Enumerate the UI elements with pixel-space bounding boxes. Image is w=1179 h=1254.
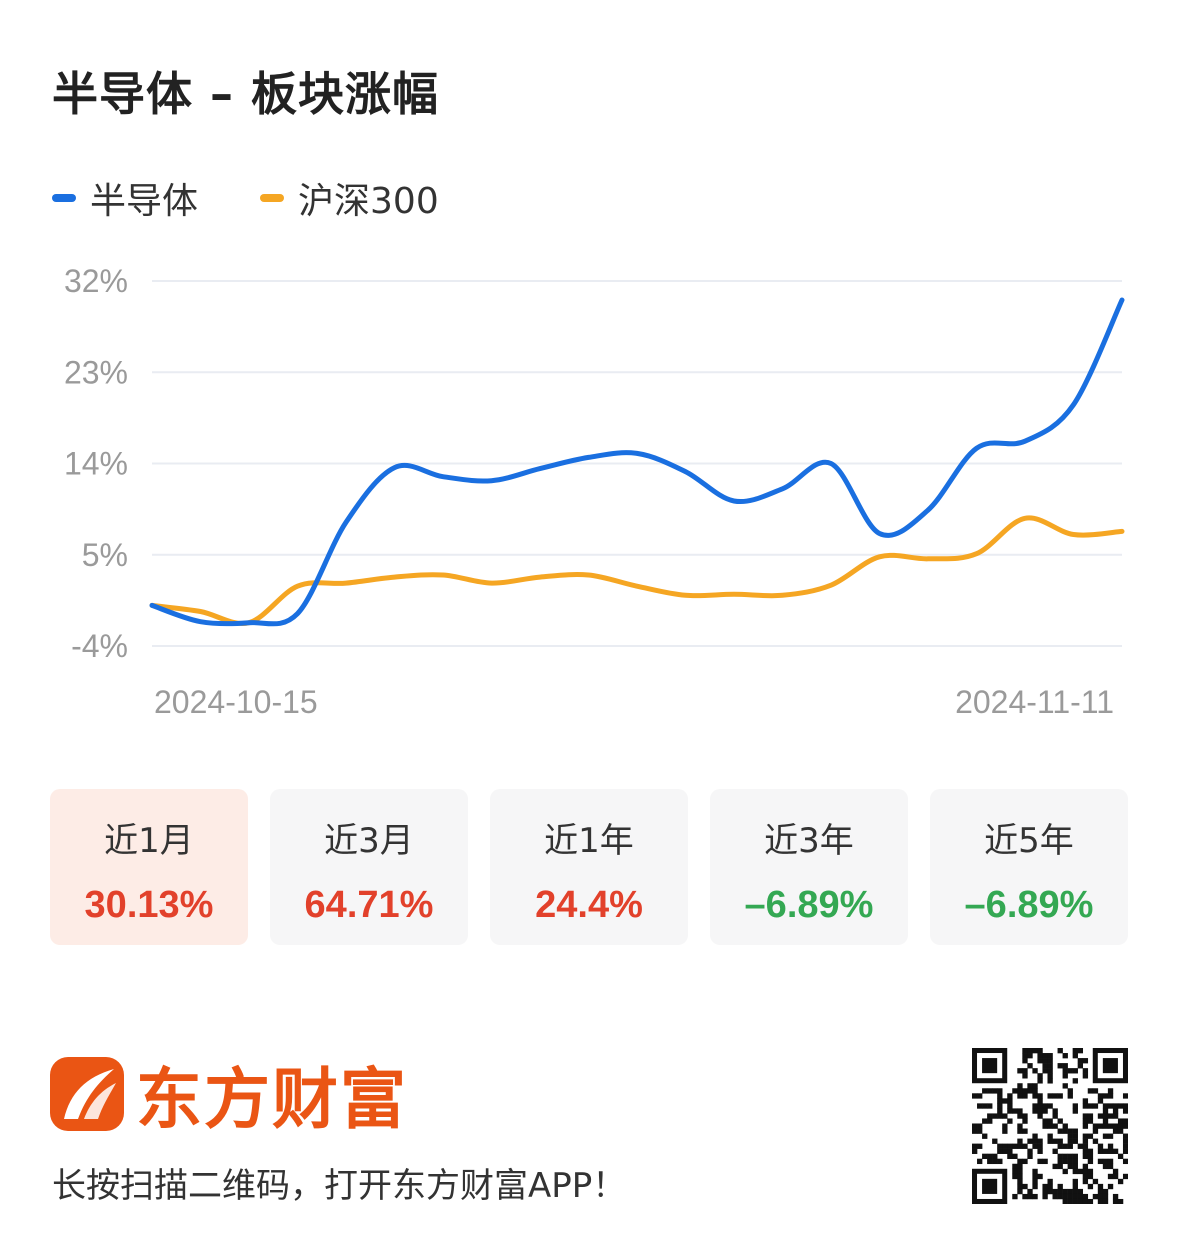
y-axis-tick-labels: 32% 23% 14% 5% -4% bbox=[64, 263, 128, 664]
legend-swatch-csi300 bbox=[260, 194, 285, 202]
period-label: 近3年 bbox=[764, 821, 854, 861]
period-return-value: 24.4% bbox=[535, 884, 643, 926]
legend-label-semiconductor: 半导体 bbox=[90, 181, 199, 222]
period-tab-3m[interactable]: 近3月 64.71% bbox=[270, 789, 468, 945]
chart-grid bbox=[152, 280, 1122, 647]
brand-logo: 东方财富 bbox=[50, 1046, 408, 1142]
y-tick-label: 14% bbox=[64, 446, 128, 482]
y-tick-label: 32% bbox=[64, 263, 128, 299]
period-return-value: –6.89% bbox=[744, 884, 874, 926]
x-tick-label: 2024-10-15 bbox=[154, 684, 318, 720]
period-label: 近3月 bbox=[324, 821, 414, 861]
chart-series bbox=[149, 297, 1125, 627]
period-return-value: 64.71% bbox=[304, 884, 434, 926]
period-tab-1y[interactable]: 近1年 24.4% bbox=[490, 789, 688, 945]
period-return-tabs: 近1月 30.13% 近3月 64.71% 近1年 24.4% 近3年 –6.8… bbox=[50, 789, 1128, 945]
period-tab-3y[interactable]: 近3年 –6.89% bbox=[710, 789, 908, 945]
period-return-value: 30.13% bbox=[84, 884, 214, 926]
y-tick-label: 5% bbox=[82, 537, 128, 573]
chart-legend: 半导体 沪深300 bbox=[52, 172, 501, 224]
brand-logo-icon bbox=[50, 1057, 124, 1131]
chart-title: 半导体 – 板块涨幅 bbox=[52, 67, 440, 121]
y-tick-label: 23% bbox=[64, 354, 128, 390]
line-chart: 32% 23% 14% 5% -4% 2024-10-15 2024-11-11 bbox=[64, 263, 1125, 720]
period-return-value: –6.89% bbox=[964, 884, 1094, 926]
legend-item-csi300: 沪深300 bbox=[260, 172, 439, 224]
x-axis-tick-labels: 2024-10-15 2024-11-11 bbox=[154, 684, 1114, 720]
legend-swatch-semiconductor bbox=[52, 194, 76, 202]
period-label: 近1月 bbox=[104, 821, 194, 861]
period-tab-1m[interactable]: 近1月 30.13% bbox=[50, 789, 248, 945]
series-line-csi300 bbox=[149, 515, 1125, 627]
series-line-semiconductor bbox=[149, 297, 1125, 627]
period-label: 近1年 bbox=[544, 821, 634, 861]
x-tick-label: 2024-11-11 bbox=[955, 684, 1114, 720]
period-label: 近5年 bbox=[984, 821, 1074, 861]
period-tab-5y[interactable]: 近5年 –6.89% bbox=[930, 789, 1128, 945]
legend-item-semiconductor: 半导体 bbox=[52, 172, 198, 224]
brand-name: 东方财富 bbox=[136, 1061, 408, 1138]
legend-label-csi300: 沪深300 bbox=[298, 181, 439, 222]
qr-code bbox=[972, 1048, 1129, 1205]
scan-qr-instruction: 长按扫描二维码，打开东方财富APP！ bbox=[52, 1166, 627, 1206]
y-tick-label: -4% bbox=[71, 628, 128, 664]
